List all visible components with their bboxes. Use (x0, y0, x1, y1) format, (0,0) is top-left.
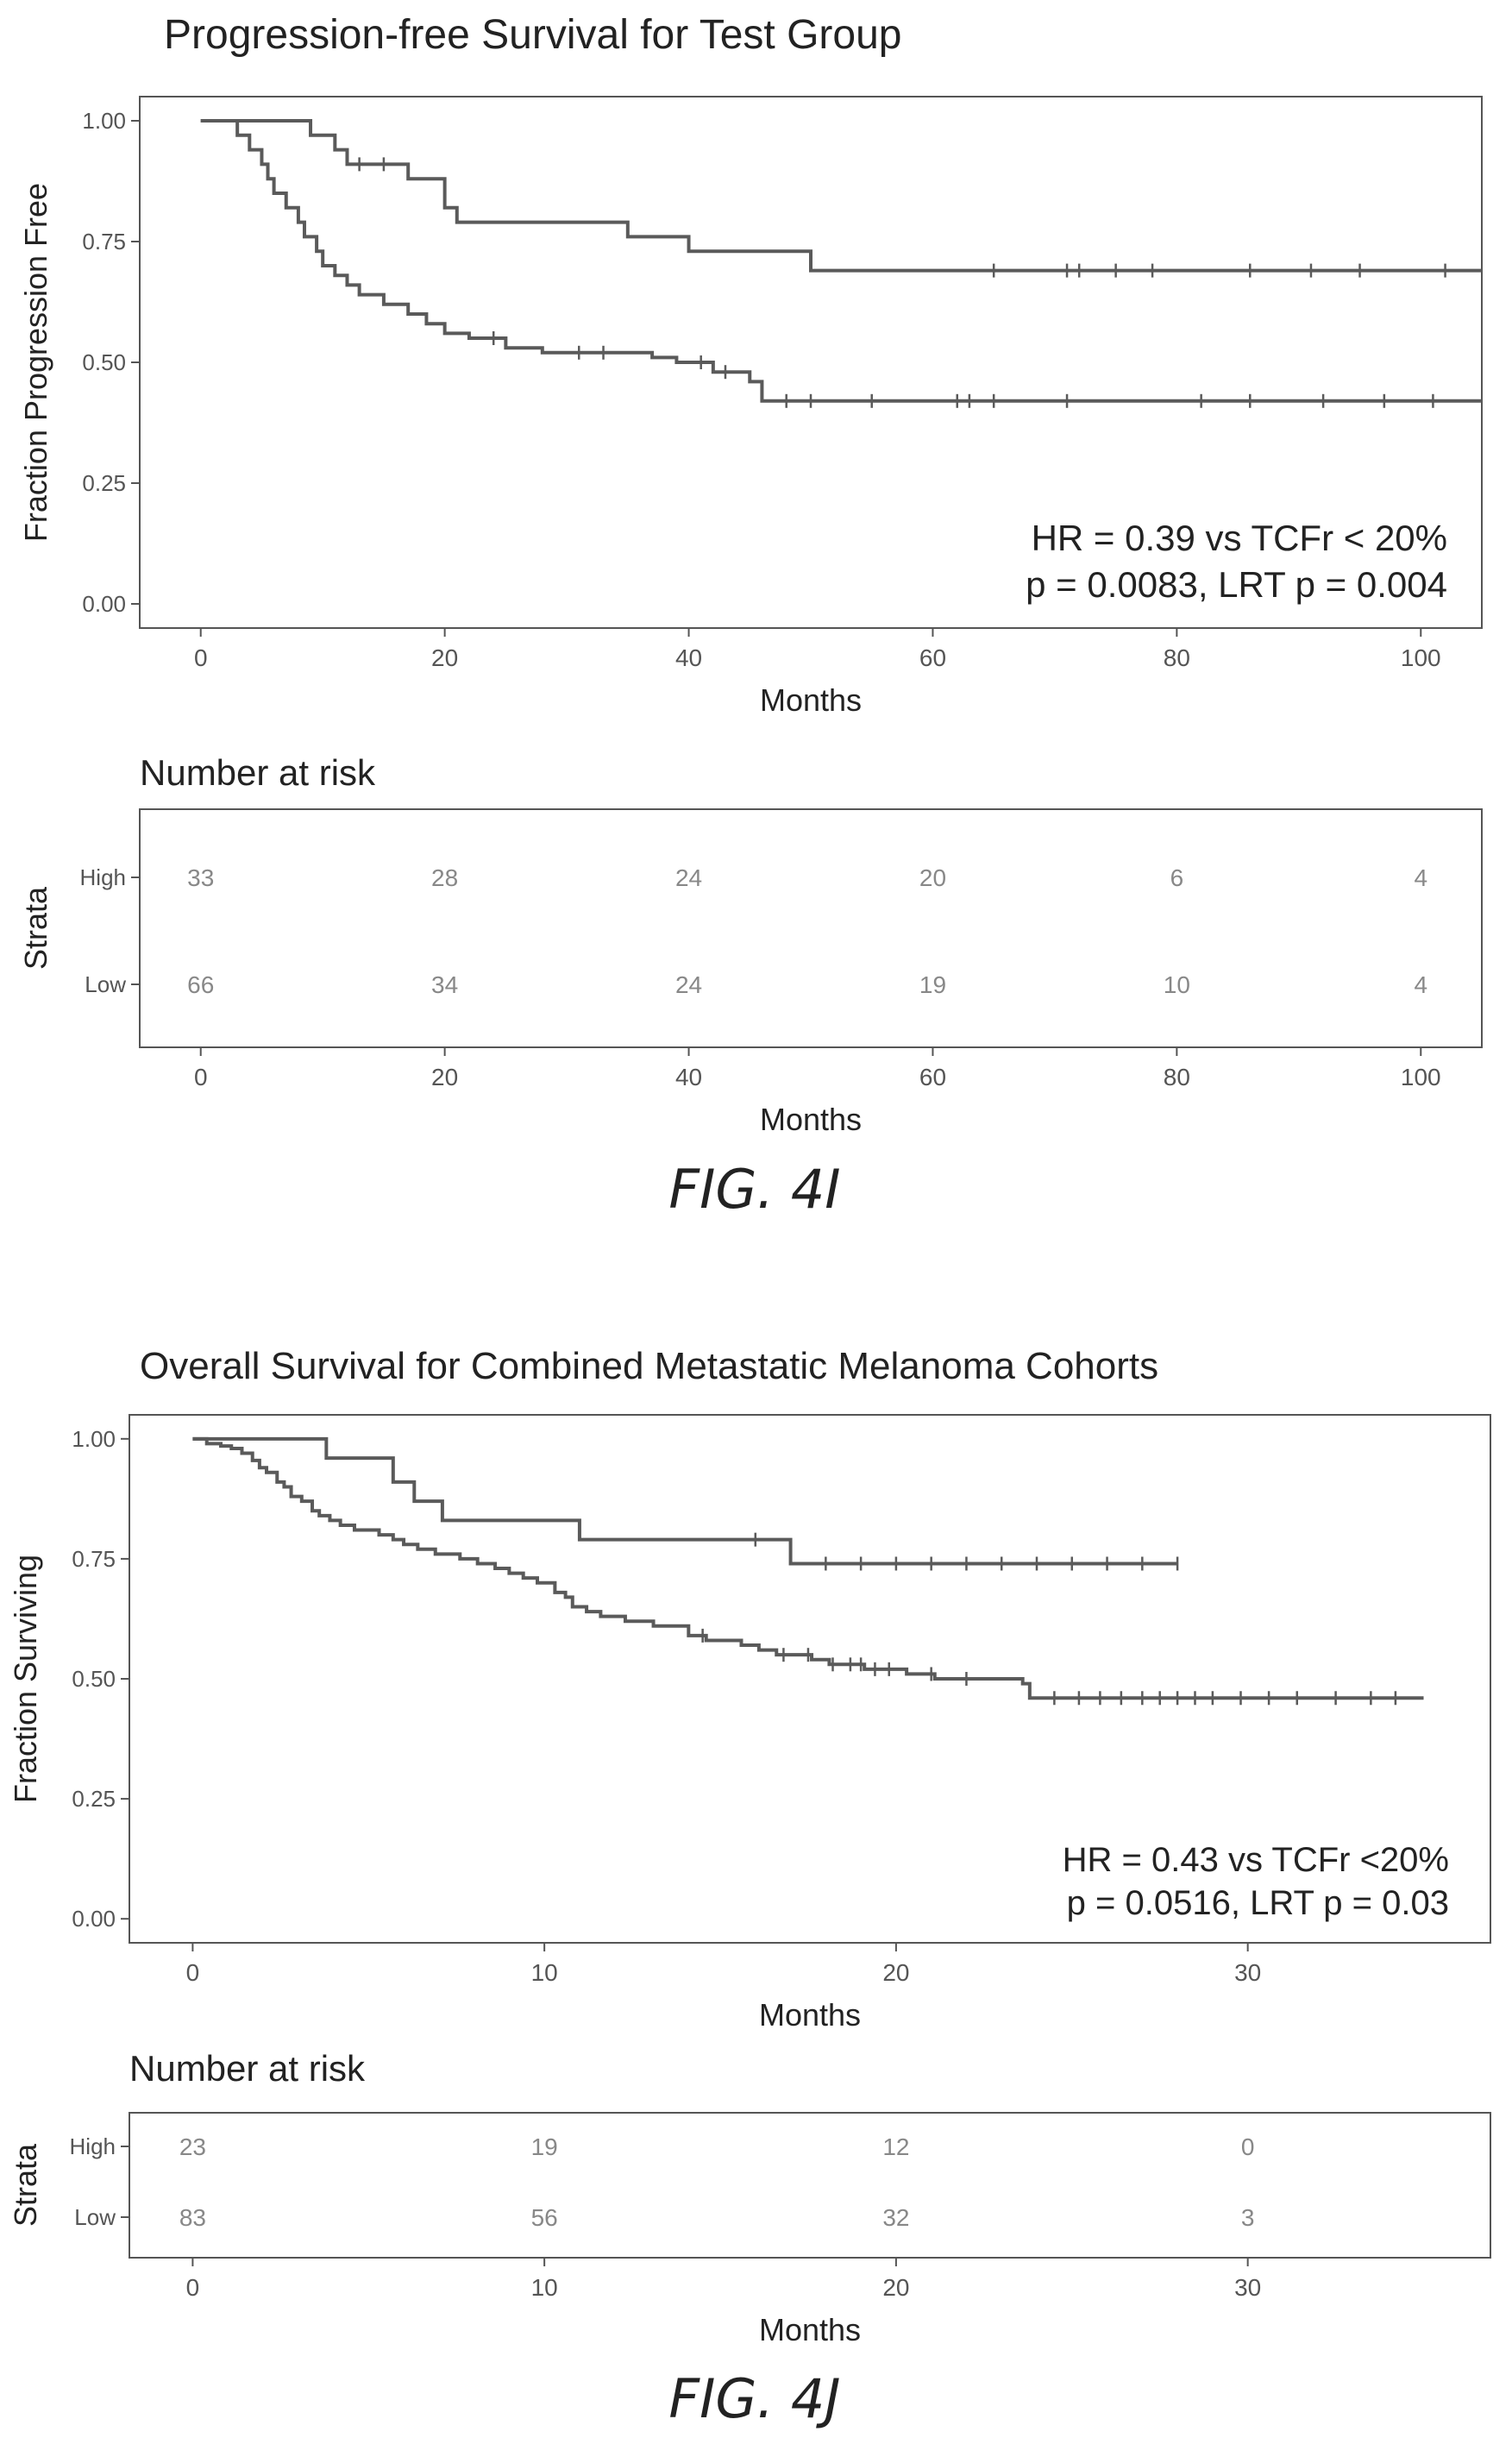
survival-curve-2 (200, 119, 1482, 403)
chart-1: Progression-free Survival for Test Group… (18, 12, 1483, 1221)
x-axis-label: Months (760, 682, 862, 718)
strata-label-high: High (70, 2133, 116, 2159)
y-tick-label: 0.00 (82, 591, 126, 617)
y-tick-label: 0.25 (82, 470, 126, 496)
risk-x-tick-label: 20 (431, 1064, 458, 1090)
risk-x-tick-label: 40 (675, 1064, 702, 1090)
risk-count: 34 (431, 971, 458, 998)
risk-count: 19 (531, 2133, 558, 2160)
x-tick-label: 10 (531, 1959, 558, 1986)
y-tick-label: 1.00 (82, 108, 126, 134)
x-tick-label: 0 (186, 1959, 200, 1986)
p-value-text: p = 0.0516, LRT p = 0.03 (1067, 1884, 1449, 1922)
y-tick-label: 0.50 (82, 349, 126, 375)
x-tick-label: 80 (1164, 644, 1190, 671)
x-tick-label: 20 (431, 644, 458, 671)
risk-count: 24 (675, 864, 702, 891)
x-tick-label: 100 (1401, 644, 1441, 671)
x-tick-label: 60 (919, 644, 946, 671)
risk-table-title: Number at risk (140, 752, 376, 793)
risk-table-frame (139, 808, 1483, 1048)
hazard-ratio-text: HR = 0.43 vs TCFr <20% (1063, 1841, 1449, 1879)
x-tick-label: 20 (882, 1959, 909, 1986)
p-value-text: p = 0.0083, LRT p = 0.004 (1026, 564, 1447, 605)
chart-2: Overall Survival for Combined Metastatic… (8, 1345, 1491, 2430)
figure-label: FIG. 4I (668, 1158, 840, 1221)
y-tick-label: 0.25 (72, 1786, 116, 1812)
risk-count: 4 (1414, 864, 1427, 891)
risk-x-tick-label: 60 (919, 1064, 946, 1090)
risk-x-tick-label: 100 (1401, 1064, 1441, 1090)
strata-label-low: Low (74, 2204, 116, 2230)
risk-count: 3 (1241, 2204, 1255, 2231)
chart-title: Progression-free Survival for Test Group (164, 12, 901, 58)
risk-x-tick-label: 80 (1164, 1064, 1190, 1090)
risk-x-axis-label: Months (759, 2312, 861, 2347)
y-tick-label: 0.00 (72, 1906, 116, 1932)
x-tick-label: 0 (194, 644, 208, 671)
risk-count: 23 (179, 2133, 206, 2160)
risk-count: 19 (919, 971, 946, 998)
risk-count: 66 (187, 971, 214, 998)
risk-table-frame (129, 2112, 1491, 2259)
y-axis-label: Fraction Surviving (8, 1555, 43, 1803)
risk-x-axis-label: Months (760, 1102, 862, 1137)
risk-count: 83 (179, 2204, 206, 2231)
risk-count: 6 (1170, 864, 1184, 891)
risk-count: 33 (187, 864, 214, 891)
survival-curve-1 (200, 119, 1482, 273)
survival-curve-2 (192, 1436, 1424, 1700)
risk-table-title: Number at risk (129, 2048, 366, 2089)
risk-count: 56 (531, 2204, 558, 2231)
strata-label-high: High (80, 864, 126, 890)
risk-x-tick-label: 10 (531, 2274, 558, 2301)
y-tick-label: 1.00 (72, 1426, 116, 1452)
risk-y-axis-label: Strata (18, 886, 53, 970)
x-tick-label: 40 (675, 644, 702, 671)
strata-label-low: Low (85, 971, 126, 997)
survival-curve-1 (192, 1436, 1178, 1566)
risk-x-tick-label: 0 (194, 1064, 208, 1090)
risk-count: 0 (1241, 2133, 1255, 2160)
y-tick-label: 0.75 (82, 229, 126, 254)
risk-table: Number at risk High 33 28 24 20 6 4 Low 66 34 24 19 1… (18, 752, 1483, 1137)
risk-count: 24 (675, 971, 702, 998)
chart-title: Overall Survival for Combined Metastatic… (140, 1345, 1158, 1387)
x-axis-label: Months (759, 1997, 861, 2033)
risk-x-tick-label: 0 (186, 2274, 200, 2301)
risk-count: 4 (1414, 971, 1427, 998)
risk-count: 28 (431, 864, 458, 891)
risk-count: 32 (882, 2204, 909, 2231)
y-axis-label: Fraction Progression Free (18, 183, 53, 542)
hazard-ratio-text: HR = 0.39 vs TCFr < 20% (1032, 518, 1447, 558)
risk-count: 12 (882, 2133, 909, 2160)
risk-count: 20 (919, 864, 946, 891)
x-tick-label: 30 (1234, 1959, 1261, 1986)
y-tick-label: 0.50 (72, 1666, 116, 1692)
figure-label: FIG. 4J (668, 2367, 840, 2430)
risk-x-tick-label: 20 (882, 2274, 909, 2301)
risk-x-tick-label: 30 (1234, 2274, 1261, 2301)
y-tick-label: 0.75 (72, 1546, 116, 1572)
risk-y-axis-label: Strata (8, 2143, 43, 2227)
risk-count: 10 (1164, 971, 1190, 998)
